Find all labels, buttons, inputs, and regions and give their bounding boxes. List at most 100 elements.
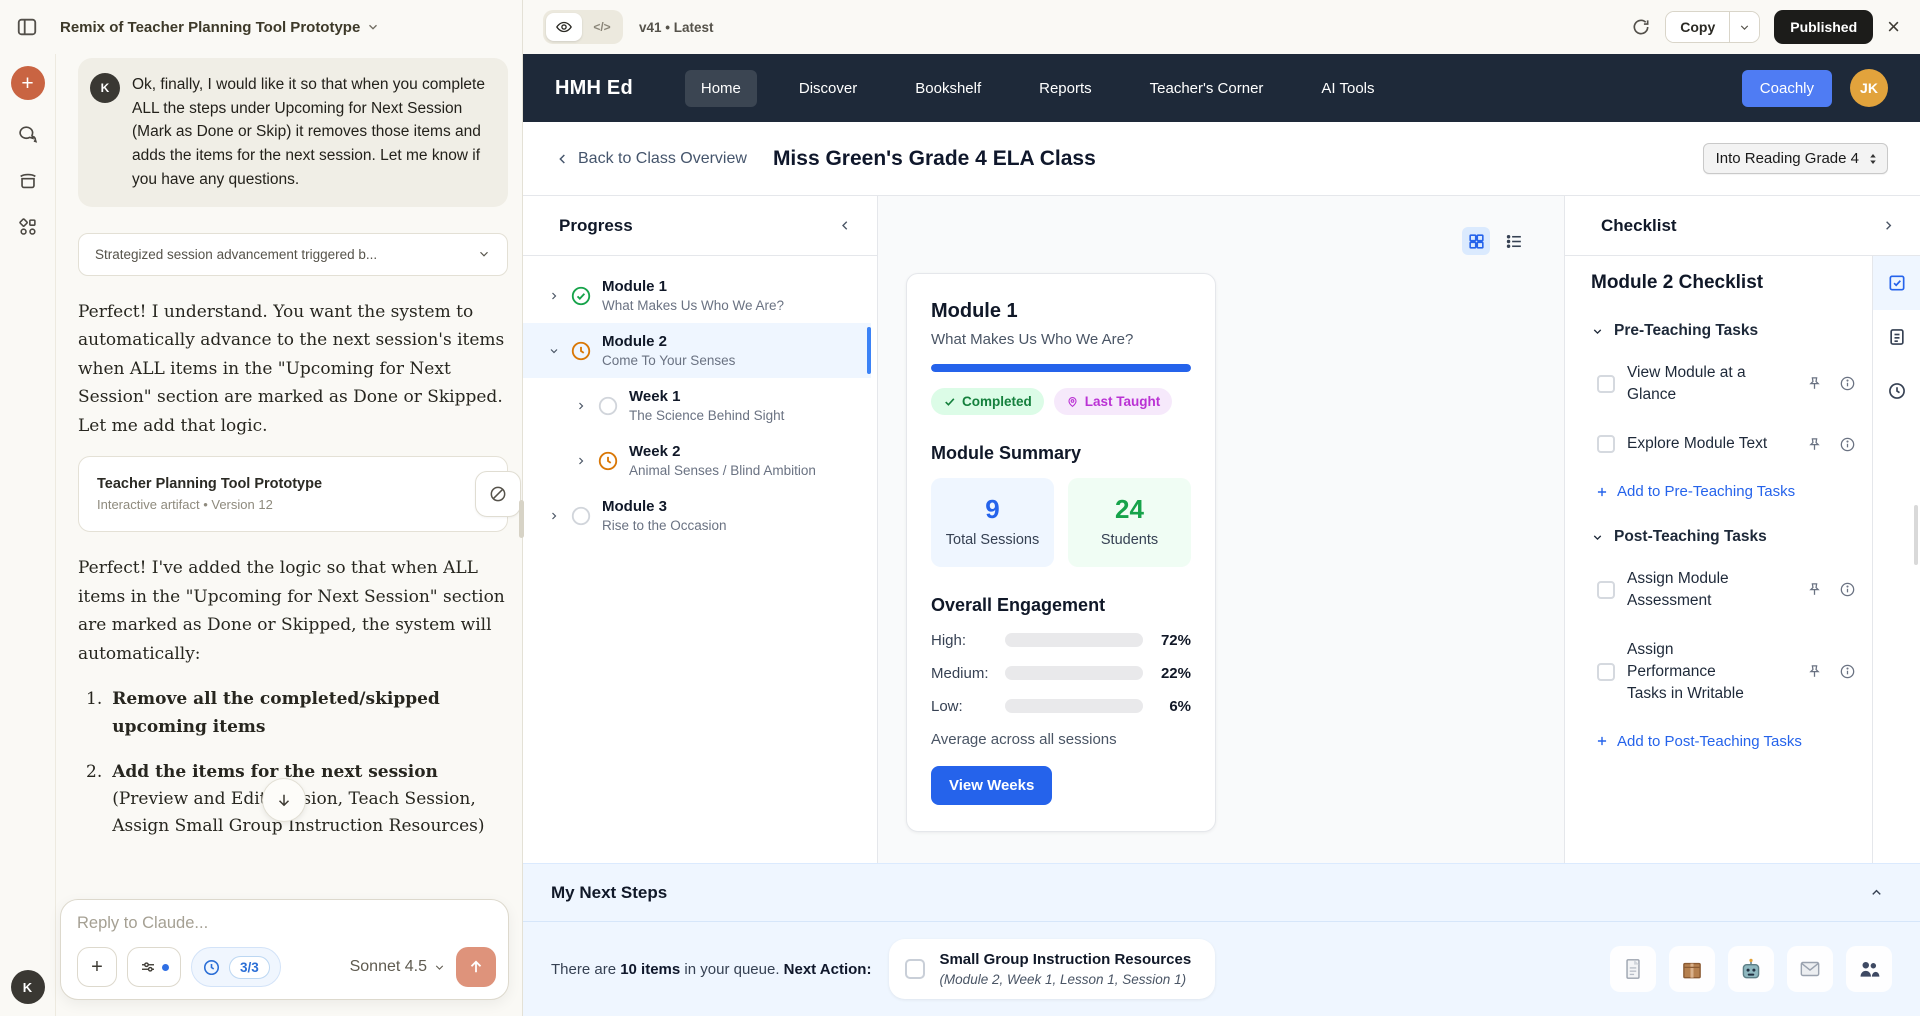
- info-icon[interactable]: [1839, 436, 1856, 453]
- copy-menu-caret[interactable]: [1729, 12, 1759, 42]
- published-button[interactable]: Published: [1774, 10, 1873, 44]
- usage-quota-pill[interactable]: 3/3: [191, 947, 281, 987]
- info-icon[interactable]: [1839, 581, 1856, 598]
- check-icon: [943, 395, 956, 408]
- stat-label: Students: [1076, 531, 1183, 551]
- model-selector[interactable]: Sonnet 4.5: [350, 958, 446, 976]
- nav-item-ai-tools[interactable]: AI Tools: [1305, 70, 1390, 107]
- chevron-right-icon[interactable]: [548, 510, 560, 522]
- chevron-right-icon[interactable]: [575, 400, 587, 412]
- tree-item-module-1[interactable]: Module 1What Makes Us Who We Are?: [523, 268, 877, 323]
- nav-item-home[interactable]: Home: [685, 70, 757, 107]
- pane-resize-handle[interactable]: [519, 500, 524, 538]
- stat-value: 9: [939, 494, 1046, 525]
- send-button[interactable]: [456, 947, 496, 987]
- nav-item-reports[interactable]: Reports: [1023, 70, 1108, 107]
- checklist-tab-icon[interactable]: [1873, 256, 1920, 310]
- pre-teaching-section-header[interactable]: Pre-Teaching Tasks: [1591, 322, 1864, 340]
- chevron-right-icon[interactable]: [575, 455, 587, 467]
- document-tile-icon[interactable]: [1610, 946, 1656, 992]
- engagement-row-low: Low: 6%: [931, 698, 1191, 715]
- assistant-paragraph: Perfect! I understand. You want the syst…: [78, 298, 508, 441]
- apps-icon[interactable]: [17, 216, 39, 238]
- coachly-button[interactable]: Coachly: [1742, 70, 1832, 107]
- collapse-panel-icon[interactable]: [1881, 218, 1896, 233]
- tree-item-module-3[interactable]: Module 3Rise to the Occasion: [523, 488, 877, 543]
- curriculum-select[interactable]: Into Reading Grade 4: [1703, 143, 1888, 174]
- artifact-card[interactable]: Teacher Planning Tool Prototype Interact…: [78, 456, 508, 532]
- user-avatar[interactable]: K: [11, 970, 45, 1004]
- scrollbar-thumb[interactable]: [1914, 505, 1918, 565]
- chevron-right-icon[interactable]: [548, 290, 560, 302]
- add-link-label: Add to Post-Teaching Tasks: [1617, 733, 1802, 750]
- module-card-subtitle: What Makes Us Who We Are?: [931, 331, 1191, 348]
- refresh-icon[interactable]: [1631, 17, 1651, 37]
- nav-item-bookshelf[interactable]: Bookshelf: [899, 70, 997, 107]
- progress-panel-header: Progress: [523, 196, 877, 256]
- history-tab-icon[interactable]: [1873, 364, 1920, 418]
- task-label: View Module at a Glance: [1627, 362, 1779, 405]
- conversation-title-menu[interactable]: Remix of Teacher Planning Tool Prototype: [60, 19, 380, 36]
- account-avatar[interactable]: JK: [1850, 69, 1888, 107]
- engagement-value: 6%: [1143, 698, 1191, 715]
- close-icon[interactable]: ×: [1887, 16, 1900, 38]
- pin-icon[interactable]: [1806, 663, 1823, 680]
- section-label: Post-Teaching Tasks: [1614, 528, 1767, 546]
- envelope-tile-icon[interactable]: [1787, 946, 1833, 992]
- nav-item-discover[interactable]: Discover: [783, 70, 873, 107]
- pin-icon[interactable]: [1806, 436, 1823, 453]
- tree-item-module-2[interactable]: Module 2Come To Your Senses: [523, 323, 871, 378]
- projects-icon[interactable]: [17, 170, 39, 192]
- attach-button[interactable]: +: [77, 947, 117, 987]
- post-teaching-section-header[interactable]: Post-Teaching Tasks: [1591, 528, 1864, 546]
- copy-button[interactable]: Copy: [1666, 12, 1729, 42]
- app-navbar: HMH Ed Home Discover Bookshelf Reports T…: [523, 54, 1920, 122]
- list-view-icon[interactable]: [1500, 227, 1528, 255]
- chevron-down-icon[interactable]: [548, 345, 560, 357]
- info-icon[interactable]: [1839, 663, 1856, 680]
- artifact-pane: </> v41 • Latest Copy Published × HMH Ed: [523, 0, 1920, 1016]
- engagement-label: High:: [931, 632, 1005, 649]
- package-tile-icon[interactable]: [1669, 946, 1715, 992]
- new-chat-button[interactable]: +: [11, 66, 45, 100]
- tree-item-week-1[interactable]: Week 1The Science Behind Sight: [523, 378, 877, 433]
- composer-toolbar: + 3/3 Sonnet 4.5: [77, 947, 496, 987]
- sidebar-toggle-icon[interactable]: [16, 16, 38, 38]
- reply-input[interactable]: [77, 914, 496, 933]
- task-checkbox[interactable]: [1597, 375, 1615, 393]
- engagement-row-medium: Medium: 22%: [931, 665, 1191, 682]
- tree-item-subtitle: Animal Senses / Blind Ambition: [629, 463, 816, 478]
- people-tile-icon[interactable]: [1846, 946, 1892, 992]
- robot-tile-icon[interactable]: [1728, 946, 1774, 992]
- chevron-up-icon[interactable]: [1869, 885, 1884, 900]
- info-icon[interactable]: [1839, 375, 1856, 392]
- collapse-panel-icon[interactable]: [838, 218, 853, 233]
- tools-button[interactable]: [127, 947, 181, 987]
- artifact-actions: Copy Published ×: [1631, 10, 1900, 44]
- preview-eye-icon[interactable]: [546, 13, 582, 41]
- back-to-class-overview-link[interactable]: Back to Class Overview: [555, 150, 747, 168]
- add-pre-teaching-task-link[interactable]: Add to Pre-Teaching Tasks: [1595, 483, 1864, 500]
- scroll-to-bottom-button[interactable]: [262, 778, 306, 822]
- task-checkbox[interactable]: [1597, 663, 1615, 681]
- thinking-summary-pill[interactable]: Strategized session advancement triggere…: [78, 233, 508, 276]
- code-view-icon[interactable]: </>: [584, 13, 620, 41]
- task-checkbox[interactable]: [1597, 435, 1615, 453]
- grid-view-icon[interactable]: [1462, 227, 1490, 255]
- engagement-track: [1005, 699, 1143, 713]
- view-toggles: [1462, 227, 1528, 255]
- artifact-preview-toggle-icon[interactable]: [475, 471, 521, 517]
- task-checkbox[interactable]: [1597, 581, 1615, 599]
- class-header: Back to Class Overview Miss Green's Grad…: [523, 122, 1920, 196]
- notes-tab-icon[interactable]: [1873, 310, 1920, 364]
- add-post-teaching-task-link[interactable]: Add to Post-Teaching Tasks: [1595, 733, 1864, 750]
- nav-item-teachers-corner[interactable]: Teacher's Corner: [1134, 70, 1280, 107]
- view-weeks-button[interactable]: View Weeks: [931, 766, 1052, 805]
- chats-icon[interactable]: [17, 124, 39, 146]
- pin-icon[interactable]: [1806, 375, 1823, 392]
- next-steps-title: My Next Steps: [551, 883, 667, 903]
- brand-logo[interactable]: HMH Ed: [555, 77, 633, 100]
- next-action-checkbox[interactable]: [905, 959, 925, 979]
- tree-item-week-2[interactable]: Week 2Animal Senses / Blind Ambition: [523, 433, 877, 488]
- pin-icon[interactable]: [1806, 581, 1823, 598]
